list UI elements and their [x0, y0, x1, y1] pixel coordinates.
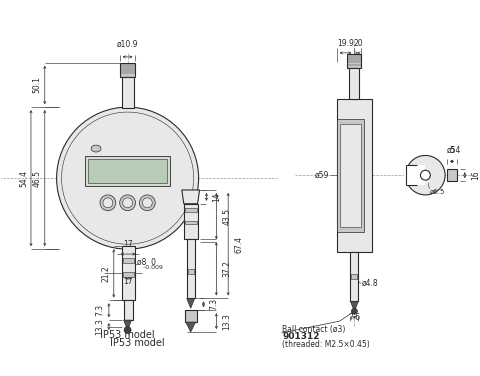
Circle shape: [120, 195, 135, 211]
Text: ø10.9: ø10.9: [117, 40, 138, 49]
Ellipse shape: [91, 145, 101, 152]
Bar: [446, 169, 456, 181]
Bar: [184, 310, 196, 322]
Text: 7.6: 7.6: [348, 313, 360, 322]
Bar: [350, 252, 358, 302]
Text: 50.1: 50.1: [33, 77, 42, 93]
Text: ø4.8: ø4.8: [361, 279, 378, 288]
Text: ø54: ø54: [446, 146, 460, 155]
Text: 901312: 901312: [282, 332, 319, 341]
Bar: [187, 269, 193, 274]
Text: 7.3: 7.3: [95, 304, 104, 316]
Text: 13.3: 13.3: [222, 313, 231, 329]
Text: 19.9: 19.9: [336, 39, 353, 48]
Bar: [88, 159, 167, 183]
Circle shape: [351, 308, 357, 314]
Circle shape: [100, 195, 116, 211]
Text: 5: 5: [449, 147, 454, 155]
Circle shape: [122, 198, 132, 208]
Text: 14: 14: [212, 192, 221, 202]
Text: 54.4: 54.4: [19, 170, 28, 186]
Text: Ball contact (ø3): Ball contact (ø3): [282, 324, 345, 334]
Bar: [336, 119, 363, 232]
Text: 20: 20: [352, 39, 362, 48]
Bar: [121, 246, 134, 300]
Bar: [186, 239, 194, 299]
Bar: [351, 274, 357, 279]
Bar: [123, 300, 132, 320]
Polygon shape: [185, 322, 195, 332]
Text: 13.3: 13.3: [95, 318, 104, 335]
Bar: [85, 156, 169, 186]
Text: 46.5: 46.5: [33, 170, 42, 186]
Bar: [183, 204, 197, 239]
Bar: [122, 272, 133, 277]
Circle shape: [139, 195, 155, 211]
Bar: [184, 221, 196, 224]
Text: 37.2: 37.2: [222, 261, 231, 277]
Bar: [120, 63, 135, 77]
Bar: [347, 54, 360, 68]
Text: ø59: ø59: [314, 171, 328, 180]
Text: 16: 16: [470, 170, 479, 180]
Text: 7.3: 7.3: [209, 298, 218, 311]
Text: -0.009: -0.009: [137, 265, 163, 270]
Circle shape: [405, 155, 444, 195]
Bar: [121, 77, 133, 108]
Circle shape: [103, 198, 113, 208]
Polygon shape: [181, 190, 199, 204]
Circle shape: [57, 107, 198, 249]
Polygon shape: [186, 299, 194, 308]
Text: ø8  0: ø8 0: [137, 258, 156, 267]
Text: IP53 model: IP53 model: [110, 338, 165, 348]
Text: 21.2: 21.2: [102, 265, 110, 282]
Bar: [339, 124, 360, 227]
Circle shape: [420, 170, 430, 180]
Polygon shape: [123, 320, 131, 330]
Bar: [336, 99, 372, 252]
Bar: [403, 165, 424, 185]
Circle shape: [124, 326, 131, 334]
Polygon shape: [350, 302, 358, 311]
Bar: [122, 258, 133, 263]
Circle shape: [61, 112, 193, 244]
Text: 43.5: 43.5: [222, 208, 231, 224]
Bar: [349, 68, 359, 99]
Text: 67.4: 67.4: [234, 236, 242, 253]
Text: (threaded: M2.5×0.45): (threaded: M2.5×0.45): [282, 340, 370, 349]
Circle shape: [142, 198, 152, 208]
Text: 17: 17: [123, 277, 132, 286]
Text: IP53 model: IP53 model: [100, 330, 155, 340]
Text: 17: 17: [122, 240, 132, 249]
Text: ø6.5: ø6.5: [429, 189, 444, 195]
Bar: [184, 208, 196, 212]
